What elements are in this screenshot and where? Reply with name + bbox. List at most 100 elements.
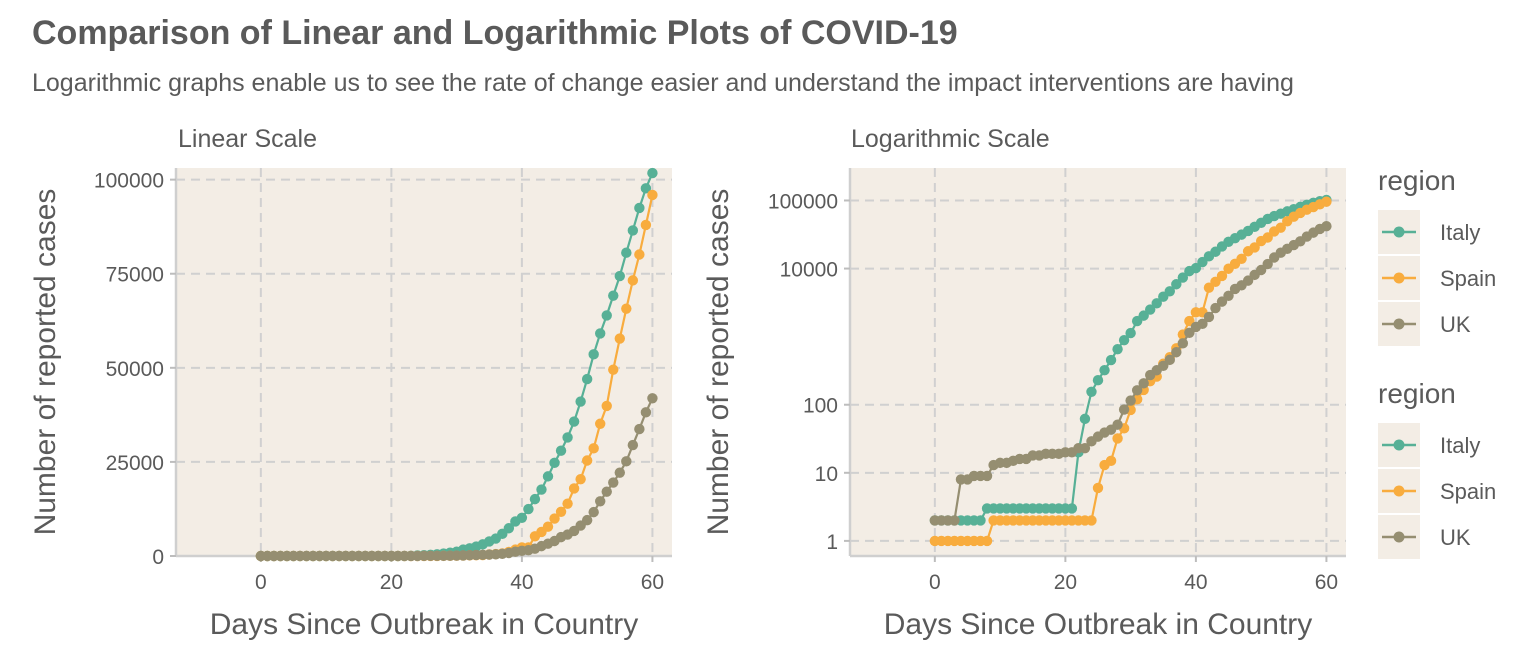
data-point <box>523 503 534 515</box>
legend-item-italy: Italy <box>1378 210 1480 254</box>
data-point <box>1210 302 1221 314</box>
panel-log: 0 20 40 60 1 10 100 10000 100000 Logarithmic Scal… <box>702 125 1346 641</box>
data-point <box>1262 258 1273 270</box>
legend-label: Spain <box>1440 479 1496 504</box>
data-point <box>542 471 554 482</box>
data-point <box>536 484 547 495</box>
data-point <box>1249 242 1260 253</box>
data-point <box>581 373 593 385</box>
data-point <box>595 418 606 429</box>
legend-2: region Italy Spain UK <box>1378 378 1496 559</box>
data-point <box>1092 482 1104 494</box>
data-point <box>627 439 639 451</box>
panel-linear: 0 20 40 60 0 25000 50000 75000 100000 Linear Scal… <box>29 125 672 641</box>
data-point <box>503 523 515 534</box>
series-uk <box>929 221 1332 526</box>
data-point <box>1262 232 1273 243</box>
data-point <box>1112 343 1123 355</box>
data-point <box>529 493 541 505</box>
legend-item-italy: Italy <box>1378 423 1480 467</box>
x-tick-label: 60 <box>641 571 664 594</box>
legend-label: Italy <box>1440 433 1480 458</box>
data-point <box>581 455 593 466</box>
y-tick-label: 50000 <box>106 358 164 381</box>
data-point <box>516 512 528 524</box>
legend-label: UK <box>1440 525 1471 550</box>
data-point <box>588 443 599 454</box>
data-point <box>647 393 658 404</box>
data-point <box>640 183 652 194</box>
x-axis-title: Days Since Outbreak in Country <box>210 608 639 641</box>
data-point <box>1164 286 1175 297</box>
data-point <box>555 445 567 456</box>
data-point <box>1138 378 1149 389</box>
data-point <box>1105 455 1117 467</box>
data-point <box>562 432 573 443</box>
data-point <box>588 349 599 360</box>
panel-title: Logarithmic Scale <box>851 125 1050 153</box>
data-point <box>1125 395 1136 406</box>
data-point <box>1131 385 1143 396</box>
legend-key-point <box>1393 531 1405 543</box>
x-tick-label: 20 <box>380 571 403 594</box>
data-point <box>634 423 645 435</box>
x-axis-title: Days Since Outbreak in Country <box>884 608 1313 641</box>
data-point <box>1177 338 1189 349</box>
data-point <box>634 249 645 260</box>
legend-1: region Italy Spain UK <box>1378 165 1496 346</box>
data-point <box>1171 279 1182 290</box>
data-point <box>575 473 586 485</box>
data-point <box>562 498 573 509</box>
legend-title: region <box>1378 165 1456 196</box>
legend-item-spain: Spain <box>1378 469 1496 513</box>
data-point <box>1118 404 1130 415</box>
x-tick-label: 0 <box>255 571 267 594</box>
x-tick-label: 60 <box>1315 571 1338 594</box>
data-point <box>575 396 586 407</box>
data-point <box>1216 270 1228 282</box>
data-point <box>621 303 632 314</box>
data-point <box>647 167 658 179</box>
data-point <box>1223 290 1234 301</box>
data-point <box>601 310 612 321</box>
legend-label: Italy <box>1440 220 1480 245</box>
data-point <box>1099 364 1110 376</box>
x-tick-label: 40 <box>510 571 533 594</box>
legend-item-spain: Spain <box>1378 256 1496 300</box>
data-point <box>1086 515 1097 526</box>
data-point <box>949 515 960 526</box>
legend-key-point <box>1393 272 1405 284</box>
y-tick-label: 10 <box>815 463 838 486</box>
data-point <box>601 400 612 412</box>
data-point <box>634 202 645 214</box>
data-point <box>614 270 625 282</box>
series-uk <box>255 393 658 562</box>
legend-item-uk: UK <box>1378 515 1471 559</box>
data-point <box>601 486 612 497</box>
data-point <box>627 225 639 236</box>
data-point <box>1125 327 1136 339</box>
data-point <box>1079 442 1091 454</box>
data-point <box>1171 347 1182 358</box>
data-point <box>1321 196 1332 207</box>
legend-key-point <box>1393 226 1405 238</box>
y-axis-title: Number of reported cases <box>702 189 735 536</box>
data-point <box>627 275 639 286</box>
data-point <box>981 470 993 482</box>
data-point <box>1138 310 1149 321</box>
data-point <box>568 483 580 494</box>
panel-background <box>850 168 1346 556</box>
data-point <box>1321 221 1332 232</box>
data-point <box>1086 386 1097 397</box>
data-point <box>1112 419 1123 430</box>
legend-key-point <box>1393 318 1405 330</box>
x-tick-label: 40 <box>1184 571 1207 594</box>
data-point <box>614 467 625 478</box>
data-point <box>640 219 652 231</box>
data-point <box>595 328 606 339</box>
data-point <box>614 333 625 344</box>
data-point <box>608 364 619 375</box>
data-point <box>647 189 658 201</box>
